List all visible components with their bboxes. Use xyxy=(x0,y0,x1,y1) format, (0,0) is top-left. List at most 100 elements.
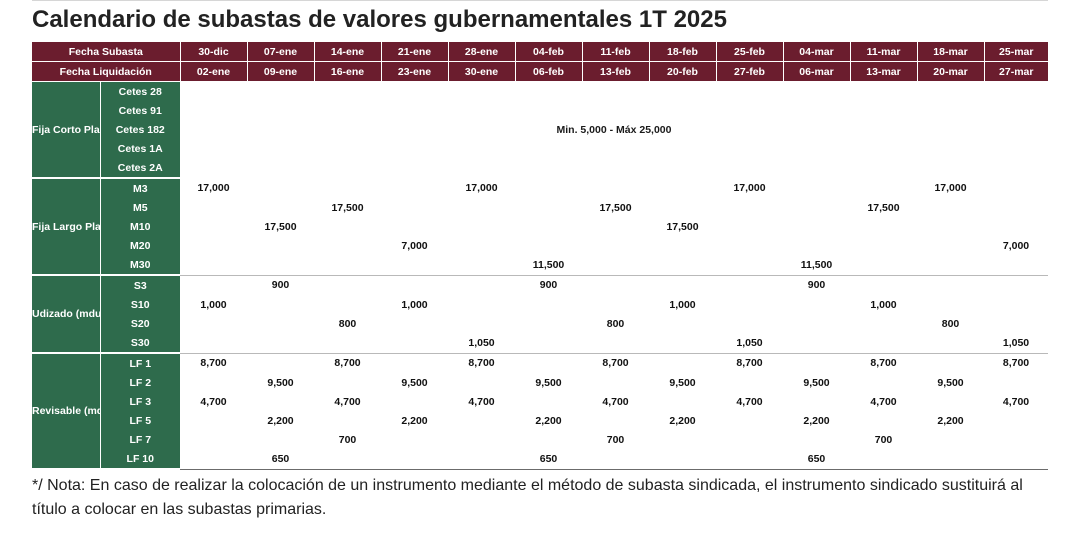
value-cell xyxy=(984,255,1048,276)
value-cell: 2,200 xyxy=(937,414,964,427)
value-cell xyxy=(448,314,515,333)
value-cell: 1,000 xyxy=(870,298,897,311)
value-cell xyxy=(716,295,783,314)
value-cell: 900 xyxy=(539,279,558,292)
value-cell xyxy=(917,255,984,276)
footnote: */ Nota: En caso de realizar la colocaci… xyxy=(32,477,1023,518)
value-cell xyxy=(314,217,381,236)
value-cell: 17,000 xyxy=(934,182,967,194)
header-liquidacion-date: 13-mar xyxy=(849,61,917,82)
instrument-label: LF 7 xyxy=(99,430,180,449)
value-cell xyxy=(448,275,515,295)
header-subasta-date: 07-ene xyxy=(246,42,314,62)
value-cell: 8,700 xyxy=(602,357,629,370)
value-cell xyxy=(247,353,314,373)
value-cell: 4,700 xyxy=(334,395,361,408)
value-cell xyxy=(783,314,850,333)
value-cell xyxy=(381,353,448,373)
value-cell: 8,700 xyxy=(200,357,227,370)
value-cell: 2,200 xyxy=(803,414,830,427)
value-cell xyxy=(448,411,515,430)
value-cell xyxy=(716,198,783,217)
table-row: M20 7,000 7,000 xyxy=(32,236,1048,255)
value-cell xyxy=(582,411,649,430)
header-subasta-date: 11-feb xyxy=(581,42,649,62)
value-cell xyxy=(314,373,381,392)
value-cell xyxy=(783,430,850,449)
value-cell xyxy=(314,178,381,198)
value-cell xyxy=(582,255,649,276)
header-liquidacion-date: 20-mar xyxy=(916,61,984,82)
value-cell xyxy=(314,236,381,255)
value-cell xyxy=(582,449,649,470)
value-cell: 2,200 xyxy=(267,414,294,427)
value-cell xyxy=(448,255,515,276)
value-cell: 8,700 xyxy=(870,357,897,370)
value-cell xyxy=(314,411,381,430)
value-cell: 4,700 xyxy=(870,395,897,408)
table-row: M5 17,500 17,500 17,500 xyxy=(32,198,1048,217)
header-liquidacion-date: 02-ene xyxy=(179,61,247,82)
value-cell xyxy=(649,275,716,295)
table-row: Udizado (mdu) S3 900 900 900 xyxy=(32,275,1048,354)
value-cell xyxy=(448,198,515,217)
group-label-udizado: Udizado (mdu) xyxy=(32,275,100,354)
header-fecha-liquidacion: Fecha Liquidación xyxy=(32,61,180,82)
value-cell xyxy=(247,255,314,276)
header-liquidacion-date: 23-ene xyxy=(380,61,448,82)
value-cell xyxy=(515,353,582,373)
value-cell xyxy=(716,217,783,236)
header-row-liquidacion: Fecha Liquidación 02-ene 09-ene 16-ene 23-en… xyxy=(32,61,1048,82)
value-cell: 1,050 xyxy=(984,333,1048,354)
instrument-label: Cetes 1A xyxy=(99,139,180,158)
value-cell xyxy=(716,314,783,333)
instrument-label: S10 xyxy=(99,295,180,314)
value-cell: 4,700 xyxy=(736,395,763,408)
value-cell xyxy=(649,255,716,276)
value-cell xyxy=(381,275,448,295)
value-cell xyxy=(180,217,247,236)
header-liquidacion-date: 13-feb xyxy=(581,61,649,82)
value-cell xyxy=(381,449,448,470)
table-row: LF 7 700 700 700 xyxy=(32,430,1048,449)
instrument-label: S30 xyxy=(99,333,180,354)
value-cell xyxy=(381,198,448,217)
value-cell xyxy=(917,353,984,373)
value-cell: 1,000 xyxy=(669,298,696,311)
value-cell xyxy=(180,411,247,430)
value-cell: 11,500 xyxy=(515,255,582,276)
value-cell xyxy=(247,295,314,314)
auction-calendar-table: Fecha Subasta 30-dic 07-ene 14-ene 21-ene 28-… xyxy=(32,42,1048,470)
value-cell xyxy=(984,198,1048,217)
value-cell xyxy=(984,178,1048,198)
header-liquidacion-date: 20-feb xyxy=(648,61,716,82)
header-fecha-subasta: Fecha Subasta xyxy=(32,42,180,62)
value-cell xyxy=(850,178,917,198)
value-cell xyxy=(984,430,1048,449)
value-cell xyxy=(582,236,649,255)
value-cell xyxy=(984,217,1048,236)
table-row: Cetes 182 xyxy=(32,120,1048,139)
value-cell: 700 xyxy=(874,433,893,446)
table-row: Cetes 2A xyxy=(32,158,1048,179)
value-cell: 650 xyxy=(783,449,850,470)
value-cell: 700 xyxy=(606,433,625,446)
value-cell xyxy=(448,449,515,470)
group-label-fija-largo: Fija Largo Plazo (mdp) xyxy=(32,178,100,276)
instrument-label: Cetes 28 xyxy=(99,81,180,101)
value-cell: 17,000 xyxy=(465,182,498,194)
value-cell xyxy=(247,178,314,198)
value-cell xyxy=(247,314,314,333)
value-cell: 7,000 xyxy=(401,239,428,252)
value-cell: 17,000 xyxy=(197,182,230,194)
table-row: LF 10 650 650 650 xyxy=(32,449,1048,470)
value-cell: 1,000 xyxy=(401,298,428,311)
value-cell xyxy=(649,353,716,373)
value-cell xyxy=(180,314,247,333)
value-cell xyxy=(783,178,850,198)
value-cell xyxy=(515,178,582,198)
instrument-label: M10 xyxy=(99,217,180,236)
value-cell xyxy=(448,430,515,449)
value-cell xyxy=(850,217,917,236)
value-cell xyxy=(247,198,314,217)
